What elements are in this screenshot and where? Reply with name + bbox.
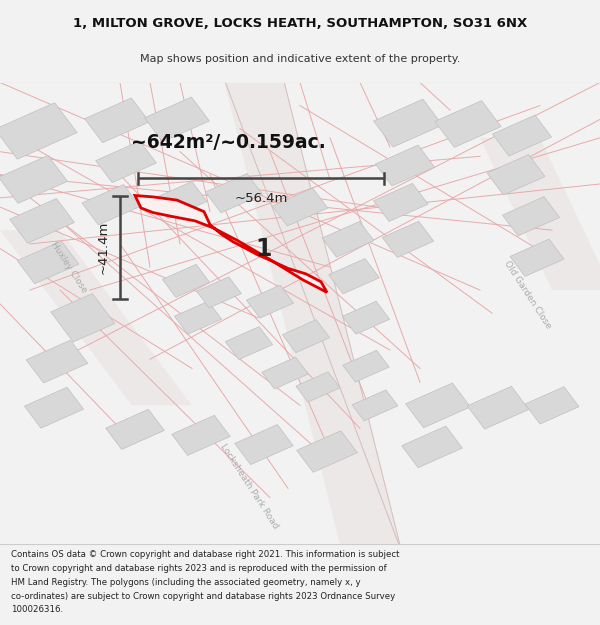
Bar xyxy=(205,174,263,213)
Text: Old Garden Close: Old Garden Close xyxy=(503,259,553,330)
Text: Locksheath Park Road: Locksheath Park Road xyxy=(218,442,280,530)
Bar xyxy=(106,409,164,449)
Bar xyxy=(382,221,434,258)
Bar xyxy=(262,357,308,389)
Bar xyxy=(272,188,328,226)
Polygon shape xyxy=(480,138,600,290)
Bar xyxy=(374,99,442,147)
Text: 1, MILTON GROVE, LOCKS HEATH, SOUTHAMPTON, SO31 6NX: 1, MILTON GROVE, LOCKS HEATH, SOUTHAMPTO… xyxy=(73,17,527,29)
Bar xyxy=(163,264,209,298)
Bar xyxy=(352,390,398,421)
Bar xyxy=(296,431,358,472)
Text: Map shows position and indicative extent of the property.: Map shows position and indicative extent… xyxy=(140,54,460,64)
Bar xyxy=(467,386,529,429)
Bar xyxy=(401,426,463,468)
Bar xyxy=(197,277,241,308)
Bar xyxy=(296,372,340,402)
Bar xyxy=(82,184,140,225)
Bar xyxy=(10,199,74,243)
Polygon shape xyxy=(0,230,192,406)
Bar xyxy=(343,350,389,382)
Bar xyxy=(226,327,272,359)
Text: 1: 1 xyxy=(256,238,272,261)
Bar xyxy=(322,221,374,258)
Text: Contains OS data © Crown copyright and database right 2021. This information is : Contains OS data © Crown copyright and d… xyxy=(11,550,400,559)
Bar xyxy=(145,97,209,142)
Bar xyxy=(525,387,579,424)
Bar xyxy=(172,416,230,456)
Text: 100026316.: 100026316. xyxy=(11,606,63,614)
Text: ~56.4m: ~56.4m xyxy=(235,192,287,205)
Bar xyxy=(329,259,379,294)
Bar xyxy=(235,424,293,464)
Bar xyxy=(95,141,157,182)
Text: Huxley Close: Huxley Close xyxy=(49,240,89,294)
Bar xyxy=(0,156,67,203)
Bar xyxy=(493,115,551,156)
Bar xyxy=(343,301,389,334)
Bar xyxy=(51,294,115,342)
Polygon shape xyxy=(222,73,402,553)
Bar xyxy=(175,301,221,334)
Bar xyxy=(153,181,207,219)
Bar xyxy=(85,98,149,142)
Text: ~41.4m: ~41.4m xyxy=(96,221,109,274)
Bar xyxy=(435,101,501,148)
Bar xyxy=(502,197,560,236)
Text: to Crown copyright and database rights 2023 and is reproduced with the permissio: to Crown copyright and database rights 2… xyxy=(11,564,386,573)
Text: HM Land Registry. The polygons (including the associated geometry, namely x, y: HM Land Registry. The polygons (includin… xyxy=(11,578,361,587)
Bar xyxy=(487,154,545,195)
Bar xyxy=(17,241,79,284)
Bar xyxy=(26,340,88,383)
Bar xyxy=(247,285,293,318)
Text: ~642m²/~0.159ac.: ~642m²/~0.159ac. xyxy=(131,133,325,152)
Bar xyxy=(374,183,428,221)
Text: co-ordinates) are subject to Crown copyright and database rights 2023 Ordnance S: co-ordinates) are subject to Crown copyr… xyxy=(11,592,395,601)
Bar xyxy=(406,383,470,428)
Polygon shape xyxy=(135,196,327,292)
Bar xyxy=(283,320,329,352)
Bar xyxy=(510,239,564,276)
Bar xyxy=(376,145,434,186)
Bar xyxy=(25,388,83,428)
Bar xyxy=(0,102,77,159)
